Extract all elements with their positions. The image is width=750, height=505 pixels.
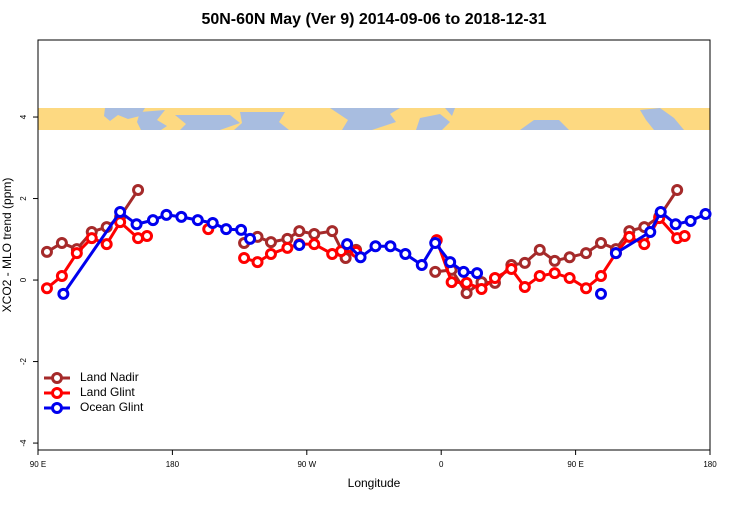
- data-point: [518, 256, 531, 269]
- plot-frame: [37, 39, 711, 451]
- data-point: [114, 205, 127, 218]
- data-point: [308, 238, 321, 251]
- legend-label: Land Nadir: [80, 370, 139, 384]
- data-point: [293, 239, 306, 251]
- data-point: [308, 227, 321, 240]
- data-point: [644, 225, 657, 238]
- data-point: [609, 247, 622, 260]
- legend-marker: [51, 402, 63, 414]
- data-point: [238, 252, 251, 265]
- data-point: [293, 225, 306, 238]
- data-point: [281, 241, 294, 254]
- data-point: [264, 236, 277, 249]
- legend-label: Ocean Glint: [80, 400, 144, 414]
- data-point: [563, 251, 576, 264]
- x-tick-label: 90 E: [567, 460, 583, 469]
- data-point: [580, 282, 593, 295]
- data-point: [85, 232, 98, 245]
- data-point: [518, 280, 531, 293]
- data-point: [475, 283, 488, 296]
- series-line: [62, 209, 707, 295]
- data-point: [220, 223, 233, 236]
- data-point: [326, 225, 339, 238]
- data-point: [251, 256, 264, 269]
- data-point: [175, 210, 188, 223]
- data-point: [264, 247, 277, 260]
- data-point: [40, 245, 53, 258]
- data-point: [354, 251, 367, 264]
- data-point: [40, 282, 53, 295]
- data-point: [669, 218, 682, 231]
- data-point: [533, 269, 546, 282]
- data-point: [471, 267, 484, 280]
- x-tick-label: 180: [166, 460, 180, 469]
- data-point: [580, 247, 593, 260]
- y-tick-label: 4: [19, 114, 28, 119]
- data-point: [191, 214, 204, 227]
- data-point: [369, 240, 382, 253]
- data-point: [399, 247, 412, 260]
- y-tick-label: -4: [19, 439, 28, 447]
- data-point: [341, 238, 354, 251]
- map-strip: [38, 108, 710, 130]
- legend-marker: [51, 387, 63, 399]
- x-axis-label: Longitude: [348, 476, 401, 490]
- x-tick-label: 90 E: [30, 460, 46, 469]
- data-point: [488, 272, 501, 285]
- data-point: [141, 230, 154, 243]
- legend-marker: [51, 372, 63, 384]
- y-tick-label: 0: [19, 277, 28, 282]
- data-point: [505, 263, 518, 276]
- y-axis-label: XCO2 - MLO trend (ppm): [0, 178, 14, 313]
- data-point: [244, 232, 257, 245]
- data-point: [638, 238, 651, 251]
- data-point: [100, 238, 113, 251]
- data-point: [206, 216, 219, 229]
- data-point: [429, 236, 442, 249]
- data-point: [146, 214, 159, 227]
- data-point: [548, 254, 561, 267]
- data-point: [460, 287, 473, 300]
- data-point: [132, 183, 145, 196]
- data-point: [594, 236, 607, 249]
- data-point: [57, 287, 70, 300]
- legend-label: Land Glint: [80, 385, 135, 399]
- y-tick-label: -2: [19, 357, 28, 365]
- data-point: [429, 265, 442, 278]
- data-point: [55, 269, 68, 282]
- data-point: [671, 183, 684, 196]
- data-point: [444, 256, 457, 269]
- data-point: [384, 240, 397, 253]
- x-tick-label: 0: [439, 460, 444, 469]
- chart-title: 50N-60N May (Ver 9) 2014-09-06 to 2018-1…: [201, 11, 546, 28]
- data-point: [623, 230, 636, 243]
- data-point: [235, 223, 248, 236]
- data-point: [130, 218, 143, 231]
- x-tick-label: 180: [703, 460, 717, 469]
- data-point: [415, 258, 428, 271]
- data-point: [460, 276, 473, 289]
- x-tick-label: 90 W: [297, 460, 316, 469]
- data-point: [678, 230, 691, 243]
- data-point: [684, 214, 697, 227]
- data-point: [533, 243, 546, 256]
- data-point: [445, 276, 458, 289]
- data-point: [654, 205, 667, 218]
- data-point: [563, 272, 576, 285]
- data-point: [160, 208, 173, 221]
- data-point: [548, 267, 561, 280]
- data-point: [594, 269, 607, 282]
- data-point: [70, 247, 83, 260]
- data-point: [457, 265, 470, 278]
- data-point: [699, 208, 712, 221]
- y-tick-label: 2: [19, 196, 28, 201]
- data-point: [594, 287, 607, 300]
- data-point: [55, 236, 68, 249]
